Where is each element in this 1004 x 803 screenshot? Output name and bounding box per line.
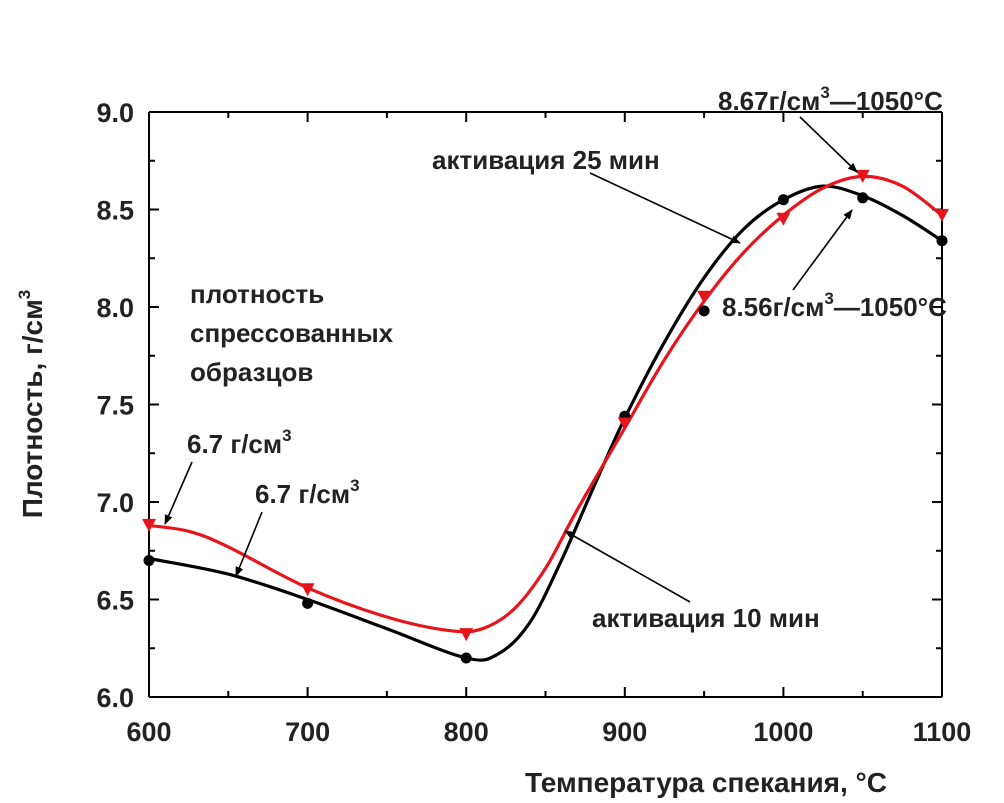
data-point-activation-10 bbox=[777, 194, 789, 206]
annotation-black-start-sup: 3 bbox=[350, 476, 359, 495]
plot-frame bbox=[148, 111, 943, 698]
annotation-black-peak: 8.56г/см3—1050°C bbox=[722, 289, 947, 322]
annotation-black-peak-text: 8.56г/см bbox=[722, 292, 824, 322]
data-point-activation-25 bbox=[776, 212, 791, 226]
y-axis-title: Плотность, г/см3 bbox=[15, 290, 48, 519]
data-point-activation-25 bbox=[459, 628, 474, 642]
data-point-activation-25 bbox=[617, 417, 632, 431]
annotation-red-peak-text: 8.67г/см bbox=[718, 86, 820, 116]
series-line-activation-25 bbox=[148, 174, 943, 634]
y-tick-label: 7.5 bbox=[96, 391, 134, 421]
data-point-activation-10 bbox=[857, 192, 869, 204]
data-point-activation-10 bbox=[143, 555, 155, 566]
series-markers bbox=[142, 169, 949, 664]
y-tick-label: 7.0 bbox=[96, 488, 134, 518]
y-tick-label: 8.0 bbox=[96, 293, 134, 323]
data-point-activation-10 bbox=[460, 652, 472, 664]
annotation-red-peak-sup: 3 bbox=[820, 83, 829, 102]
annotation-red-peak: 8.67г/см3—1050°C bbox=[718, 83, 943, 116]
annotation-red-start: 6.7 г/см3 bbox=[187, 426, 292, 459]
annotation-black-peak-sup: 3 bbox=[824, 289, 833, 308]
axis-tick-labels: 600 700 800 900 1000 1100 6.0 6.5 7.0 7.5 8.0 8.5 9.… bbox=[96, 98, 971, 747]
data-point-activation-25 bbox=[855, 169, 870, 183]
x-tick-label: 800 bbox=[444, 717, 489, 747]
arrow-series-25 bbox=[589, 172, 741, 244]
x-axis-title: Температура спекания, °C bbox=[525, 767, 887, 798]
arrow-series-10 bbox=[564, 530, 691, 603]
data-point-activation-10 bbox=[936, 235, 948, 247]
x-tick-label: 1000 bbox=[753, 717, 813, 747]
x-tick-label: 700 bbox=[285, 717, 330, 747]
y-tick-label: 9.0 bbox=[96, 98, 134, 128]
series-line-activation-10 bbox=[148, 184, 943, 662]
x-tick-label: 600 bbox=[126, 717, 171, 747]
y-axis-title-sup: 3 bbox=[15, 290, 34, 299]
data-point-activation-25 bbox=[697, 290, 712, 304]
annotation-red-peak-suffix: —1050°C bbox=[830, 86, 943, 116]
data-point-activation-10 bbox=[698, 305, 710, 317]
annotation-compressed-line2: спрессованных bbox=[190, 318, 394, 348]
annotation-red-start-sup: 3 bbox=[282, 426, 291, 445]
annotation-red-start-text: 6.7 г/см bbox=[187, 429, 282, 459]
arrow-black-start bbox=[235, 511, 263, 577]
arrow-red-peak bbox=[799, 116, 858, 173]
annotation-black-peak-suffix: —1050°C bbox=[834, 292, 947, 322]
y-tick-label: 8.5 bbox=[96, 196, 134, 226]
data-point-activation-25 bbox=[935, 208, 949, 222]
annotation-black-start-text: 6.7 г/см bbox=[255, 479, 350, 509]
axis-ticks bbox=[148, 111, 943, 698]
annotation-black-start: 6.7 г/см3 bbox=[255, 476, 360, 509]
y-axis-title-main: Плотность, г/см bbox=[17, 299, 48, 518]
arrow-red-start bbox=[164, 461, 193, 525]
y-tick-label: 6.0 bbox=[96, 683, 134, 713]
data-point-activation-25 bbox=[142, 518, 156, 532]
data-point-activation-25 bbox=[300, 583, 315, 597]
x-tick-label: 900 bbox=[602, 717, 647, 747]
x-tick-label: 1100 bbox=[913, 717, 972, 747]
y-tick-label: 6.5 bbox=[96, 586, 134, 616]
arrow-black-peak bbox=[792, 209, 853, 291]
annotation-series-25: активация 25 мин bbox=[432, 145, 660, 175]
annotation-compressed-line1: плотность bbox=[190, 279, 324, 309]
annotation-series-10: активация 10 мин bbox=[592, 603, 820, 633]
annotation-compressed-line3: образцов bbox=[190, 357, 313, 387]
data-point-activation-10 bbox=[302, 597, 314, 609]
